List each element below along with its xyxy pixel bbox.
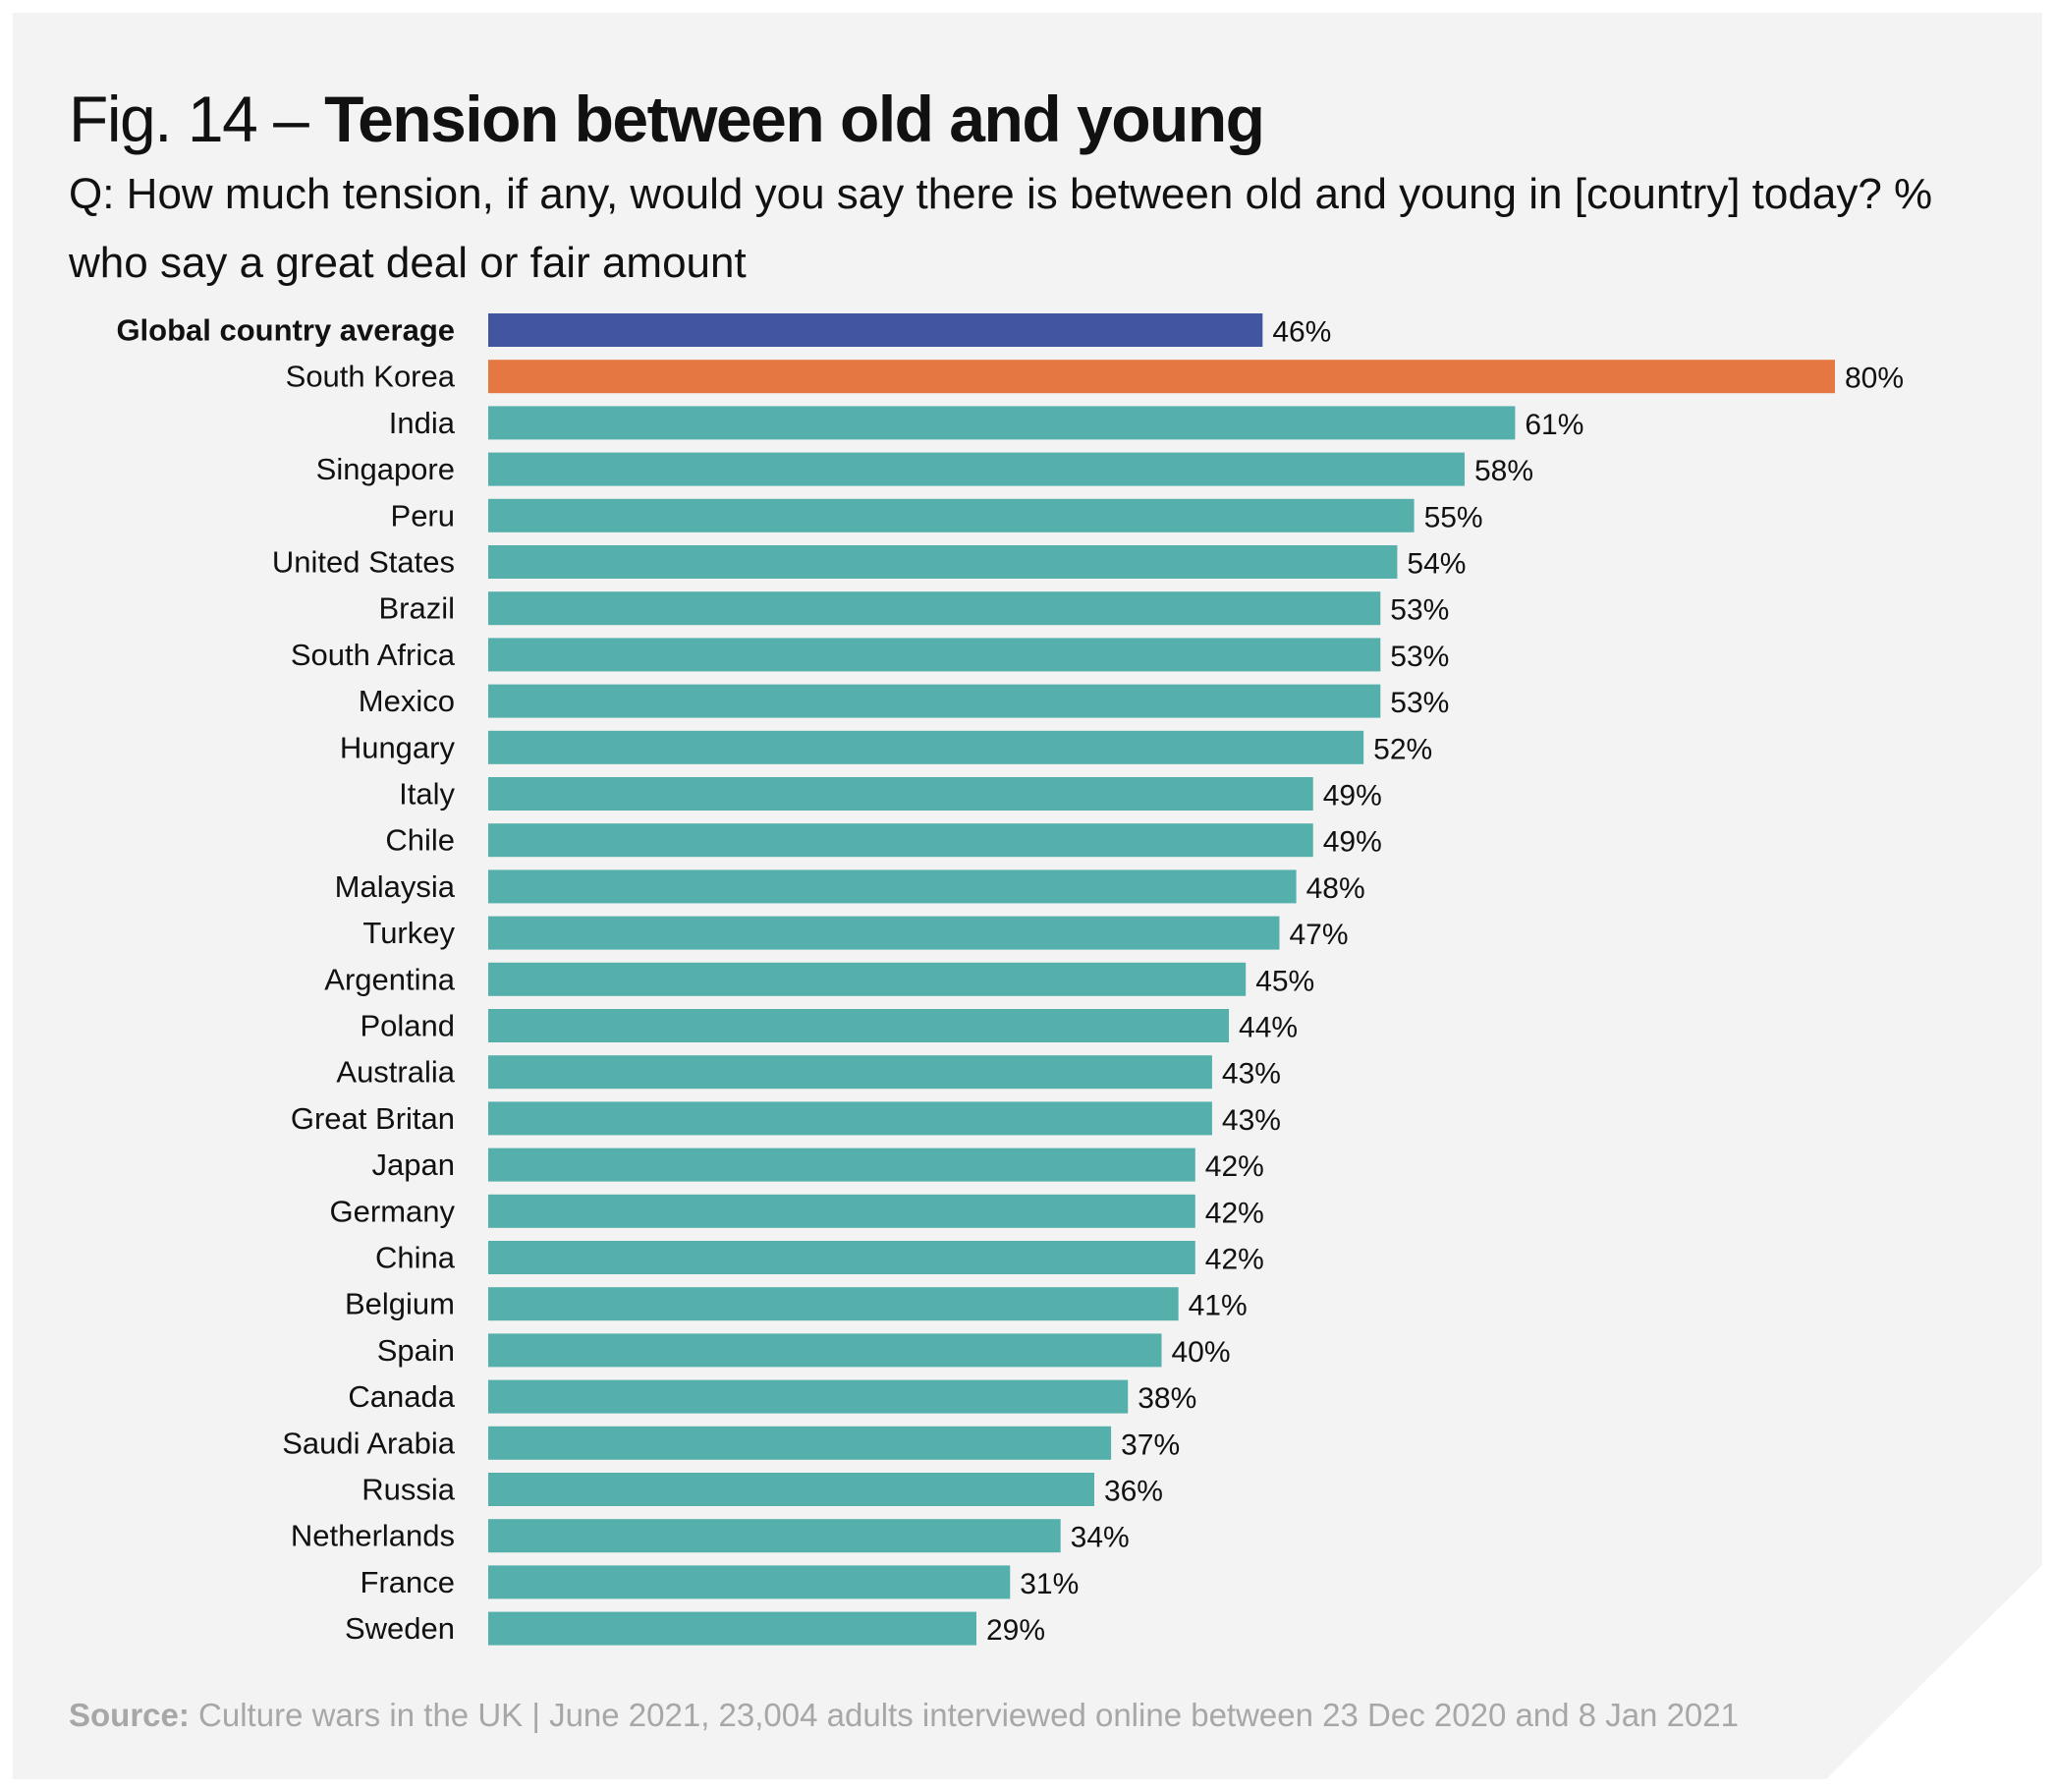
bar-mexico xyxy=(488,684,1381,718)
value-label-global-country-average: 46% xyxy=(1272,316,1331,349)
bar-germany xyxy=(488,1194,1195,1228)
bar-singapore xyxy=(488,452,1465,486)
value-label-chile: 49% xyxy=(1323,826,1382,859)
bar-argentina xyxy=(488,962,1247,996)
category-label-turkey: Turkey xyxy=(362,916,455,950)
value-label-india: 61% xyxy=(1525,409,1583,441)
value-label-france: 31% xyxy=(1020,1568,1079,1600)
value-label-belgium: 41% xyxy=(1189,1290,1248,1322)
value-label-poland: 44% xyxy=(1239,1012,1298,1044)
bar-france xyxy=(488,1565,1011,1599)
bar-south-korea xyxy=(488,360,1835,394)
category-label-brazil: Brazil xyxy=(378,591,455,626)
bar-china xyxy=(488,1241,1195,1274)
source-text: Culture wars in the UK | June 2021, 23,0… xyxy=(189,1697,1739,1733)
value-label-japan: 42% xyxy=(1205,1150,1264,1183)
value-label-peru: 55% xyxy=(1424,501,1483,533)
value-label-saudi-arabia: 37% xyxy=(1121,1428,1180,1461)
value-label-netherlands: 34% xyxy=(1071,1522,1130,1554)
value-label-mexico: 53% xyxy=(1390,687,1449,719)
bar-italy xyxy=(488,777,1313,811)
category-label-singapore: Singapore xyxy=(316,452,455,486)
source-label: Source: xyxy=(69,1697,190,1733)
bar-belgium xyxy=(488,1287,1179,1321)
bar-chart: Global country average 46% South Korea 80% I… xyxy=(116,313,1904,1648)
bar-peru xyxy=(488,498,1415,532)
category-label-canada: Canada xyxy=(348,1379,455,1414)
value-label-south-africa: 53% xyxy=(1390,641,1449,673)
value-label-china: 42% xyxy=(1205,1244,1264,1276)
category-label-malaysia: Malaysia xyxy=(335,869,456,904)
value-label-great-britan: 43% xyxy=(1222,1104,1281,1137)
category-label-sweden: Sweden xyxy=(345,1611,455,1646)
value-label-south-korea: 80% xyxy=(1845,363,1904,395)
value-label-united-states: 54% xyxy=(1407,548,1466,581)
chart-title: Fig. 14 – Tension between old and young xyxy=(69,82,1265,156)
chart-subtitle: Q: How much tension, if any, would you s… xyxy=(69,170,1933,287)
bar-india xyxy=(488,406,1516,440)
category-label-hungary: Hungary xyxy=(340,730,456,764)
category-label-netherlands: Netherlands xyxy=(291,1519,455,1553)
category-label-global-country-average: Global country average xyxy=(116,313,455,348)
value-label-canada: 38% xyxy=(1138,1382,1196,1415)
bar-netherlands xyxy=(488,1519,1061,1553)
bar-hungary xyxy=(488,730,1364,764)
value-label-hungary: 52% xyxy=(1373,733,1432,765)
category-label-germany: Germany xyxy=(330,1194,456,1228)
category-label-south-africa: South Africa xyxy=(291,638,456,672)
category-label-india: India xyxy=(389,406,456,440)
bar-global-country-average xyxy=(488,313,1263,347)
value-label-argentina: 45% xyxy=(1255,965,1314,997)
category-label-poland: Poland xyxy=(360,1009,455,1043)
category-label-belgium: Belgium xyxy=(345,1287,455,1321)
chart-card: Fig. 14 – Tension between old and young … xyxy=(13,13,2042,1779)
bar-south-africa xyxy=(488,638,1381,672)
category-label-russia: Russia xyxy=(361,1473,456,1507)
bar-great-britan xyxy=(488,1101,1212,1136)
bar-canada xyxy=(488,1379,1129,1414)
value-label-turkey: 47% xyxy=(1289,919,1348,951)
category-label-china: China xyxy=(375,1241,456,1275)
category-label-saudi-arabia: Saudi Arabia xyxy=(282,1426,456,1460)
value-label-sweden: 29% xyxy=(986,1614,1045,1647)
title-text: Tension between old and young xyxy=(324,83,1265,155)
category-label-spain: Spain xyxy=(377,1333,455,1368)
category-label-france: France xyxy=(361,1565,455,1599)
value-label-spain: 40% xyxy=(1172,1336,1231,1369)
category-label-united-states: United States xyxy=(272,545,455,580)
value-label-brazil: 53% xyxy=(1390,594,1449,627)
category-label-peru: Peru xyxy=(391,498,455,532)
bar-russia xyxy=(488,1473,1094,1506)
value-label-australia: 43% xyxy=(1222,1058,1281,1091)
value-label-italy: 49% xyxy=(1323,780,1382,812)
category-label-mexico: Mexico xyxy=(359,684,455,718)
value-label-malaysia: 48% xyxy=(1306,872,1365,905)
source-note: Source: Culture wars in the UK | June 20… xyxy=(69,1697,1739,1734)
bar-japan xyxy=(488,1148,1195,1182)
bar-australia xyxy=(488,1055,1212,1090)
category-label-australia: Australia xyxy=(336,1055,455,1090)
bar-brazil xyxy=(488,591,1381,626)
bar-united-states xyxy=(488,545,1398,579)
category-label-south-korea: South Korea xyxy=(286,360,456,394)
category-label-japan: Japan xyxy=(372,1148,455,1182)
value-label-singapore: 58% xyxy=(1474,455,1533,487)
bar-chile xyxy=(488,823,1313,858)
figure-number: Fig. 14 – xyxy=(69,83,325,155)
bar-saudi-arabia xyxy=(488,1426,1112,1460)
bar-poland xyxy=(488,1009,1230,1042)
bar-turkey xyxy=(488,916,1280,950)
category-label-argentina: Argentina xyxy=(324,962,455,996)
bar-sweden xyxy=(488,1611,976,1646)
bar-spain xyxy=(488,1333,1162,1368)
bar-malaysia xyxy=(488,869,1297,904)
value-label-russia: 36% xyxy=(1104,1476,1163,1508)
category-label-italy: Italy xyxy=(399,777,455,812)
category-label-chile: Chile xyxy=(385,823,455,858)
value-label-germany: 42% xyxy=(1205,1197,1264,1229)
category-label-great-britan: Great Britan xyxy=(291,1101,455,1136)
